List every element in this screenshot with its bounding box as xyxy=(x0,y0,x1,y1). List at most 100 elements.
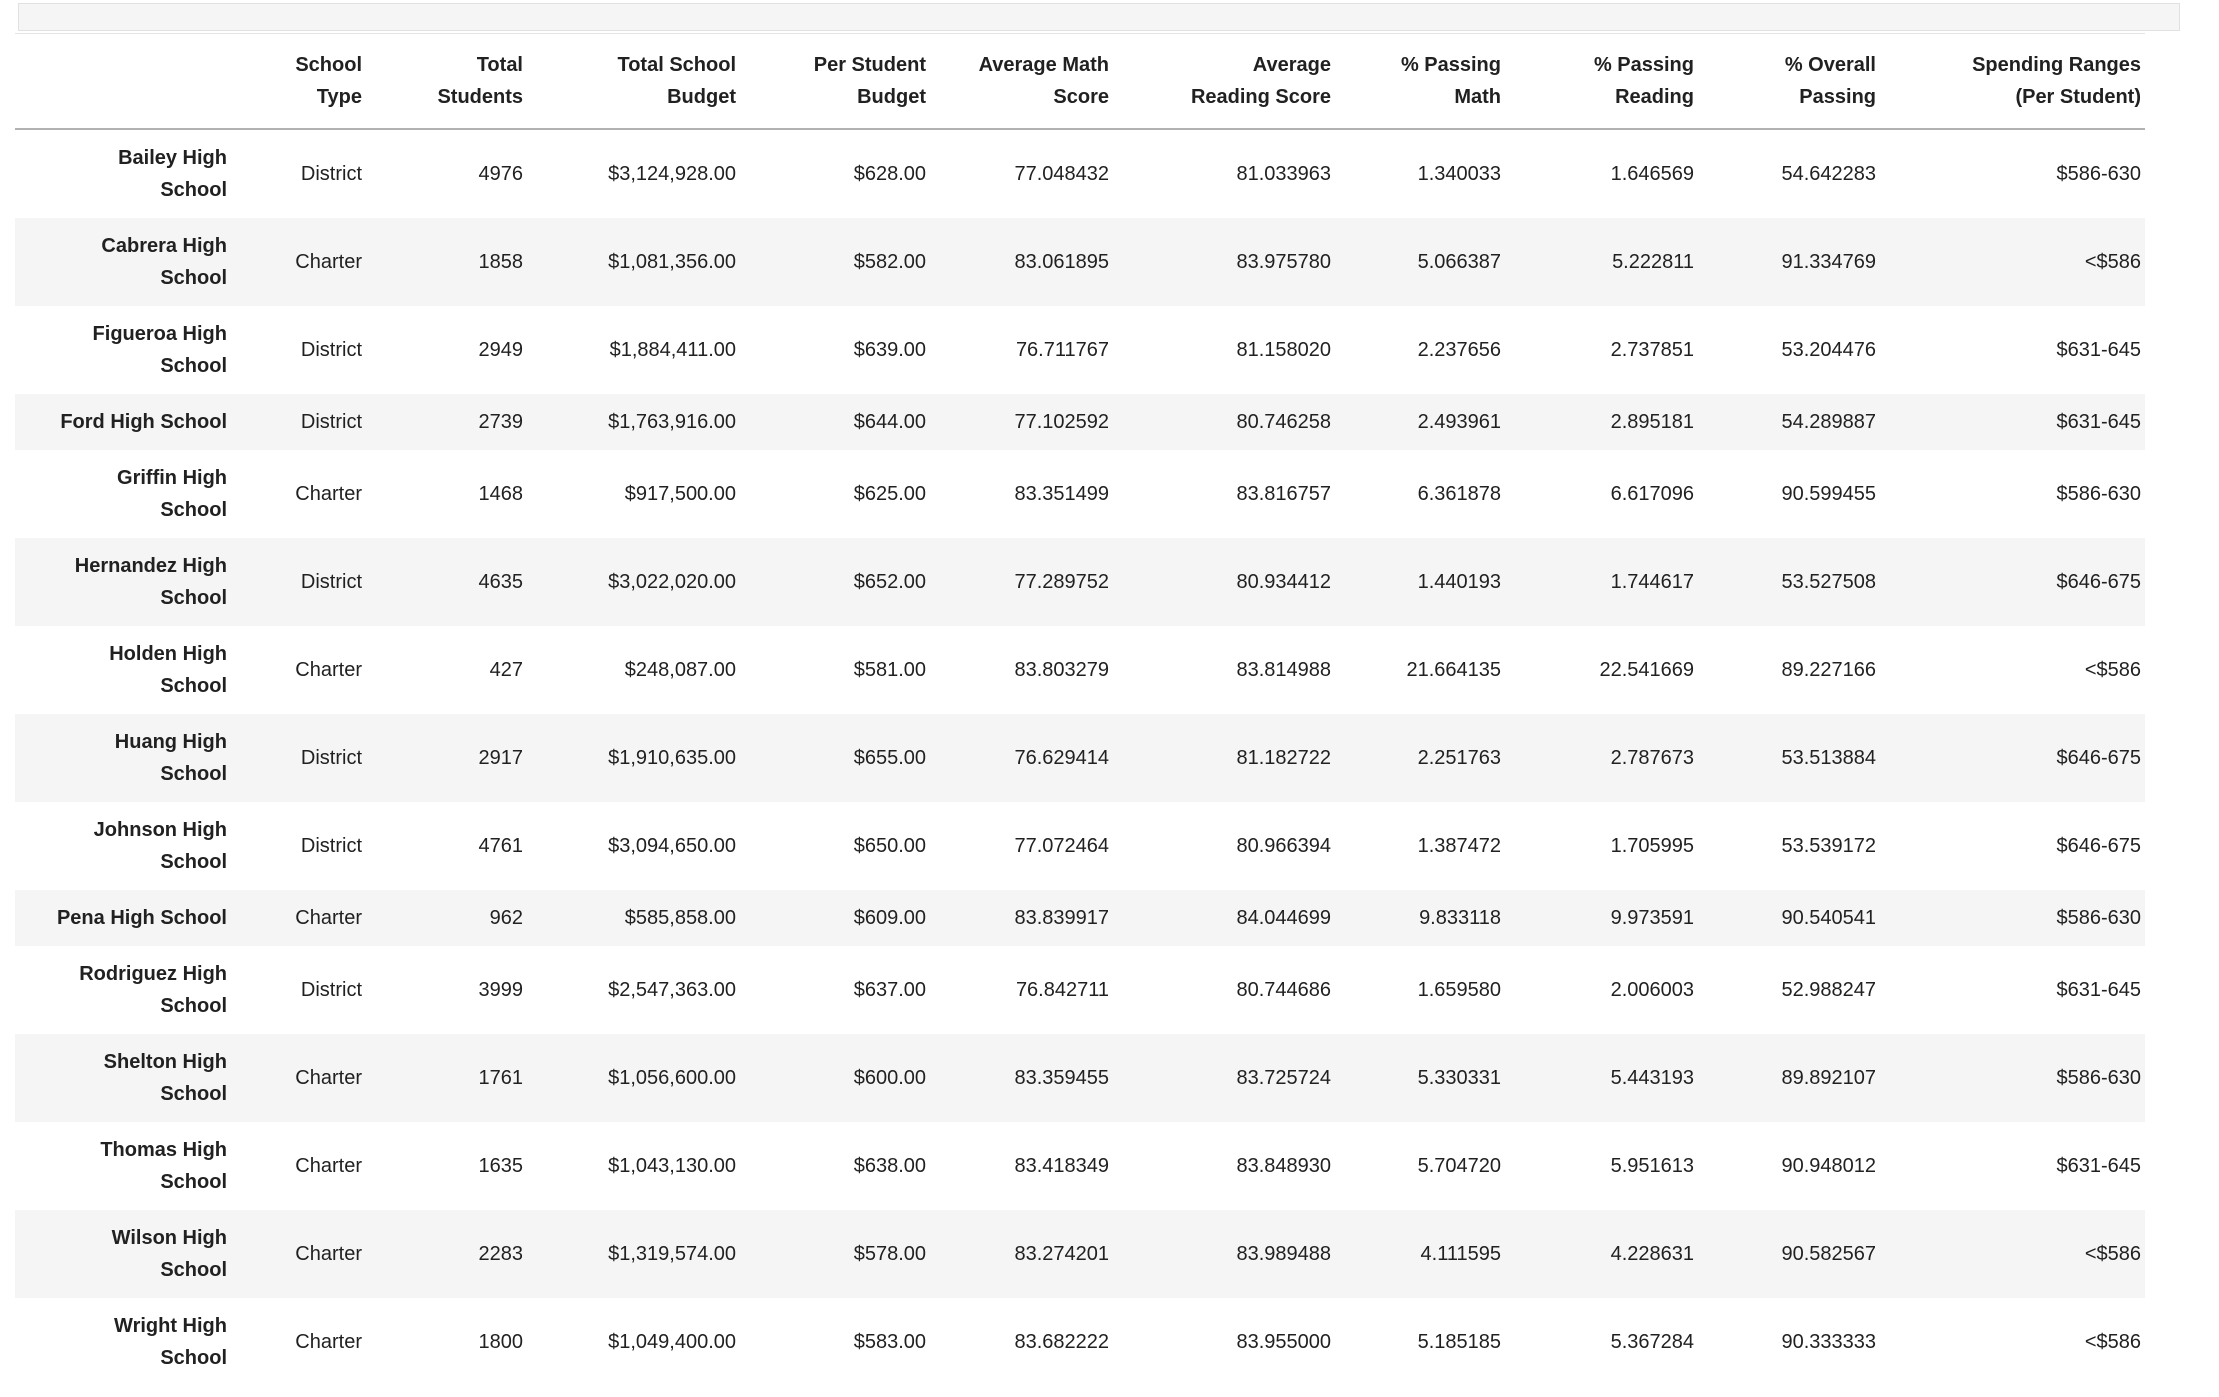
passing-math-cell: 4.111595 xyxy=(1420,1243,1501,1265)
avg-reading-score-cell: 83.725724 xyxy=(1236,1067,1331,1089)
overall-passing-cell: 90.333333 xyxy=(1781,1331,1876,1353)
passing-reading-cell: 4.228631 xyxy=(1610,1243,1694,1265)
total-students-cell: 1858 xyxy=(478,251,524,273)
overall-passing-cell: 90.948012 xyxy=(1781,1155,1876,1177)
avg-reading-score-cell: 81.158020 xyxy=(1236,339,1331,361)
avg-math-score-cell: 83.359455 xyxy=(1014,1067,1109,1089)
school-type-cell: District xyxy=(300,339,362,361)
table-body: Bailey High School District 4976 $3,124,… xyxy=(15,129,2145,1386)
column-header: Per Student Budget xyxy=(740,33,930,130)
overall-passing-cell: 54.642283 xyxy=(1781,163,1876,185)
table-row: Huang High School District 2917 $1,910,6… xyxy=(15,714,2145,802)
per-student-budget-cell: $625.00 xyxy=(853,483,926,505)
overall-passing-cell: 90.540541 xyxy=(1781,907,1876,929)
total-school-budget-cell: $1,049,400.00 xyxy=(608,1331,736,1353)
passing-math-cell: 5.066387 xyxy=(1417,251,1501,273)
school-type-cell: Charter xyxy=(295,1067,362,1089)
spending-range-cell: $646-675 xyxy=(2056,571,2141,593)
spending-range-cell: $646-675 xyxy=(2056,835,2141,857)
avg-math-score-cell: 76.842711 xyxy=(1015,979,1109,1001)
school-type-cell: District xyxy=(300,835,362,857)
school-type-cell: District xyxy=(300,411,362,433)
overall-passing-cell: 91.334769 xyxy=(1781,251,1876,273)
overall-passing-cell: 90.582567 xyxy=(1781,1243,1876,1265)
total-students-cell: 4635 xyxy=(478,571,524,593)
table-row: Wilson High School Charter 2283 $1,319,5… xyxy=(15,1210,2145,1298)
overall-passing-cell: 53.513884 xyxy=(1781,747,1876,769)
column-header: Total School Budget xyxy=(527,33,740,130)
column-header: School Type xyxy=(231,33,366,130)
per-student-budget-cell: $583.00 xyxy=(853,1331,926,1353)
passing-reading-cell: 9.973591 xyxy=(1610,907,1694,929)
table-row: Griffin High School Charter 1468 $917,50… xyxy=(15,450,2145,538)
spending-range-cell: $586-630 xyxy=(2056,163,2141,185)
avg-reading-score-cell: 81.033963 xyxy=(1236,163,1331,185)
avg-math-score-cell: 77.102592 xyxy=(1014,411,1109,433)
empty-notebook-cell[interactable] xyxy=(18,3,2180,31)
column-header: Average Reading Score xyxy=(1113,33,1335,130)
column-header: % Passing Math xyxy=(1335,33,1505,130)
school-type-cell: District xyxy=(300,979,362,1001)
table-row: Hernandez High School District 4635 $3,0… xyxy=(15,538,2145,626)
avg-reading-score-cell: 83.975780 xyxy=(1236,251,1331,273)
total-students-cell: 2949 xyxy=(478,339,524,361)
column-header: % Passing Reading xyxy=(1505,33,1698,130)
avg-reading-score-cell: 80.934412 xyxy=(1236,571,1331,593)
overall-passing-cell: 52.988247 xyxy=(1781,979,1876,1001)
avg-math-score-cell: 83.839917 xyxy=(1014,907,1109,929)
school-type-cell: District xyxy=(300,571,362,593)
passing-reading-cell: 5.367284 xyxy=(1610,1331,1694,1353)
header-row: School Type Total Students Total School Bu… xyxy=(15,33,2145,130)
school-name-cell: Cabrera High School xyxy=(101,235,227,289)
school-type-cell: District xyxy=(300,747,362,769)
column-header: % Overall Passing xyxy=(1698,33,1880,130)
avg-reading-score-cell: 80.966394 xyxy=(1236,835,1331,857)
avg-math-score-cell: 83.274201 xyxy=(1014,1243,1109,1265)
school-name-cell: Johnson High School xyxy=(93,819,227,873)
passing-reading-cell: 1.744617 xyxy=(1610,571,1694,593)
avg-reading-score-cell: 80.746258 xyxy=(1236,411,1331,433)
spending-range-cell: $586-630 xyxy=(2056,483,2141,505)
school-name-cell: Shelton High School xyxy=(103,1051,227,1105)
passing-reading-cell: 2.787673 xyxy=(1610,747,1694,769)
total-school-budget-cell: $3,022,020.00 xyxy=(608,571,736,593)
spending-range-cell: <$586 xyxy=(2084,1243,2141,1265)
spending-range-cell: $631-645 xyxy=(2056,1155,2141,1177)
total-students-cell: 3999 xyxy=(478,979,524,1001)
table-row: Rodriguez High School District 3999 $2,5… xyxy=(15,946,2145,1034)
school-name-cell: Griffin High School xyxy=(117,467,227,521)
table-row: Shelton High School Charter 1761 $1,056,… xyxy=(15,1034,2145,1122)
per-student-budget-cell: $650.00 xyxy=(853,835,926,857)
school-type-cell: Charter xyxy=(295,1155,362,1177)
school-type-cell: Charter xyxy=(295,1331,362,1353)
passing-reading-cell: 2.737851 xyxy=(1610,339,1694,361)
total-students-cell: 427 xyxy=(489,659,523,681)
spending-range-cell: $631-645 xyxy=(2056,979,2141,1001)
school-type-cell: Charter xyxy=(295,907,362,929)
total-students-cell: 1800 xyxy=(478,1331,524,1353)
per-student-budget-cell: $578.00 xyxy=(853,1243,926,1265)
column-header: Average Math Score xyxy=(930,33,1113,130)
passing-math-cell: 1.340033 xyxy=(1417,163,1501,185)
avg-math-score-cell: 77.072464 xyxy=(1014,835,1109,857)
total-school-budget-cell: $585,858.00 xyxy=(624,907,736,929)
passing-math-cell: 5.185185 xyxy=(1417,1331,1501,1353)
passing-math-cell: 21.664135 xyxy=(1406,659,1501,681)
per-student-budget-cell: $639.00 xyxy=(853,339,926,361)
per-student-budget-cell: $628.00 xyxy=(853,163,926,185)
avg-reading-score-cell: 83.848930 xyxy=(1236,1155,1331,1177)
school-name-cell: Huang High School xyxy=(114,731,227,785)
total-school-budget-cell: $3,124,928.00 xyxy=(608,163,736,185)
passing-math-cell: 9.833118 xyxy=(1419,907,1501,929)
total-school-budget-cell: $1,319,574.00 xyxy=(608,1243,736,1265)
table-row: Bailey High School District 4976 $3,124,… xyxy=(15,129,2145,218)
total-students-cell: 2283 xyxy=(478,1243,524,1265)
avg-math-score-cell: 83.803279 xyxy=(1014,659,1109,681)
spending-range-cell: $631-645 xyxy=(2056,411,2141,433)
avg-reading-score-cell: 83.955000 xyxy=(1236,1331,1331,1353)
passing-math-cell: 6.361878 xyxy=(1417,483,1501,505)
passing-math-cell: 2.237656 xyxy=(1417,339,1501,361)
table-row: Thomas High School Charter 1635 $1,043,1… xyxy=(15,1122,2145,1210)
avg-reading-score-cell: 83.814988 xyxy=(1236,659,1331,681)
passing-reading-cell: 5.222811 xyxy=(1612,251,1694,273)
